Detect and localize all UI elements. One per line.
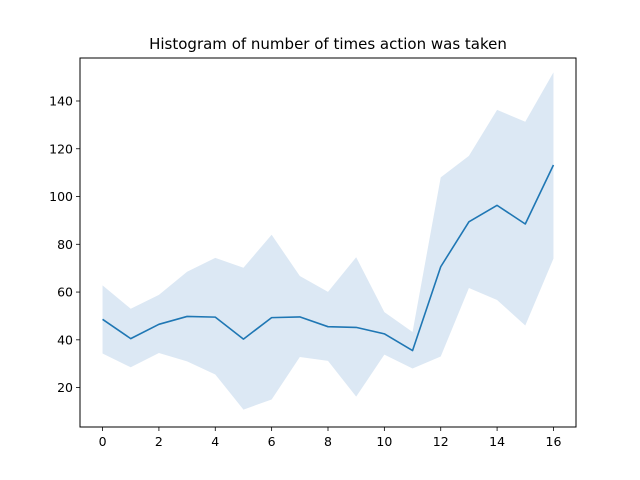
chart-title: Histogram of number of times action was … xyxy=(149,35,507,53)
data-point xyxy=(214,316,216,318)
y-axis: 20 40 60 80 100 120 140 xyxy=(49,93,80,395)
data-point xyxy=(524,223,526,225)
data-point xyxy=(130,337,132,339)
y-tick-label: 80 xyxy=(57,237,73,252)
data-point xyxy=(552,164,554,166)
x-tick-label: 8 xyxy=(324,434,332,449)
x-tick-label: 4 xyxy=(211,434,219,449)
y-tick-label: 20 xyxy=(57,380,73,395)
data-point xyxy=(383,333,385,335)
x-tick-label: 14 xyxy=(489,434,505,449)
data-point xyxy=(299,316,301,318)
data-point xyxy=(158,323,160,325)
y-tick-label: 100 xyxy=(49,189,73,204)
x-tick-label: 2 xyxy=(155,434,163,449)
y-tick-label: 60 xyxy=(57,285,73,300)
y-tick-label: 140 xyxy=(49,93,73,108)
data-point xyxy=(440,266,442,268)
y-tick-label: 120 xyxy=(49,141,73,156)
x-axis: 0 2 4 6 8 10 12 14 16 xyxy=(99,427,562,449)
x-tick-label: 0 xyxy=(99,434,107,449)
x-tick-label: 10 xyxy=(376,434,392,449)
data-point xyxy=(355,326,357,328)
data-point xyxy=(496,204,498,206)
data-point xyxy=(270,316,272,318)
series-line xyxy=(102,164,555,352)
data-point xyxy=(411,349,413,351)
data-point xyxy=(468,221,470,223)
x-tick-label: 16 xyxy=(546,434,562,449)
data-point xyxy=(186,315,188,317)
x-tick-label: 12 xyxy=(433,434,449,449)
data-point xyxy=(242,338,244,340)
y-tick-label: 40 xyxy=(57,332,73,347)
data-point xyxy=(327,325,329,327)
x-tick-label: 6 xyxy=(268,434,276,449)
plot-area xyxy=(101,72,555,410)
confidence-band xyxy=(102,72,554,410)
data-point xyxy=(101,318,103,320)
